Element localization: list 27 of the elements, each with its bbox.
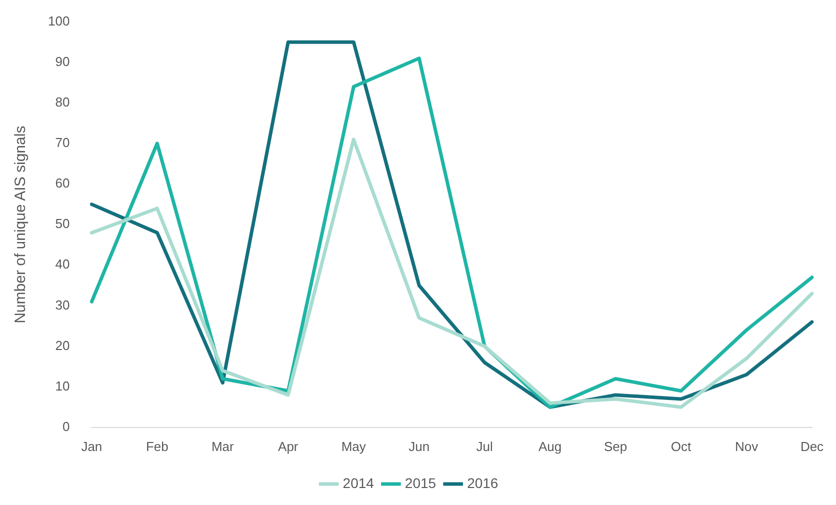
y-axis-title: Number of unique AIS signals — [12, 126, 30, 324]
x-tick-label: May — [341, 438, 366, 454]
y-tick-label: 90 — [55, 54, 70, 69]
x-tick-label: Jun — [408, 438, 430, 454]
y-tick-label: 60 — [55, 176, 70, 191]
x-tick-label: Jan — [81, 438, 102, 454]
y-tick-label: 40 — [55, 256, 70, 272]
x-tick-label: Dec — [800, 438, 824, 454]
x-tick-label: Nov — [734, 438, 759, 454]
x-tick-label: Apr — [278, 438, 299, 454]
x-tick-label: Aug — [538, 438, 562, 454]
legend-label: 2014 — [342, 474, 374, 491]
x-tick-label: Feb — [146, 438, 168, 454]
legend-label: 2016 — [467, 474, 498, 491]
y-tick-label: 80 — [55, 94, 70, 110]
y-tick-label: 20 — [55, 338, 70, 353]
y-tick-label: 0 — [62, 418, 70, 434]
x-tick-label: Jul — [476, 438, 494, 454]
x-tick-label: Sep — [604, 438, 628, 454]
y-tick-label: 100 — [48, 13, 70, 28]
x-tick-label: Oct — [670, 438, 692, 454]
y-tick-label: 50 — [55, 216, 70, 232]
y-tick-label: 30 — [55, 297, 70, 312]
y-tick-label: 70 — [55, 135, 70, 150]
y-tick-label: 10 — [55, 378, 70, 394]
legend-label: 2015 — [404, 474, 436, 491]
x-tick-label: Mar — [211, 438, 235, 454]
